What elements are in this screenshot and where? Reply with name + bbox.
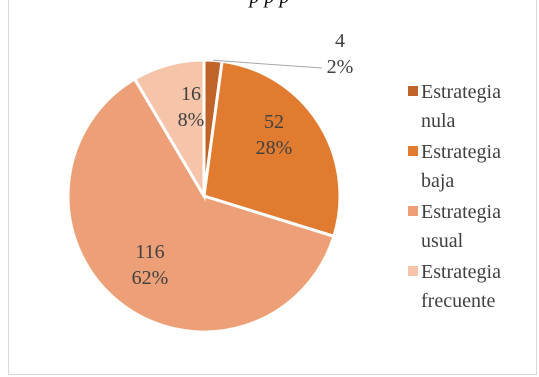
legend-swatch-frecuente — [408, 266, 418, 276]
chart-frame — [8, 0, 537, 375]
legend-label-nula: Estrategia nula — [421, 81, 501, 132]
slice-percent-label-frecuente: 8% — [178, 109, 205, 131]
slice-value-label-nula: 4 — [335, 30, 345, 52]
legend-item-frecuente: Estrategia frecuente — [408, 258, 531, 316]
leader-line-nula — [213, 59, 323, 69]
legend-label-frecuente: Estrategia frecuente — [421, 261, 501, 312]
legend: Estrategia nula Estrategia baja Estrateg… — [408, 78, 531, 318]
legend-swatch-usual — [408, 206, 418, 216]
legend-item-nula: Estrategia nula — [408, 78, 531, 136]
slice-percent-label-nula: 2% — [327, 56, 354, 78]
legend-item-baja: Estrategia baja — [408, 138, 531, 196]
slice-value-label-baja: 52 — [264, 111, 284, 133]
pie-slice-frecuente — [132, 58, 206, 202]
slice-percent-label-baja: 28% — [256, 137, 293, 159]
pie-slice-usual — [66, 76, 336, 334]
legend-item-usual: Estrategia usual — [408, 198, 531, 256]
slice-value-label-usual: 116 — [135, 241, 164, 263]
legend-label-baja: Estrategia baja — [421, 141, 501, 192]
legend-swatch-baja — [408, 146, 418, 156]
pie-slice-baja — [202, 59, 342, 239]
legend-label-usual: Estrategia usual — [421, 201, 501, 252]
slice-percent-label-usual: 62% — [132, 267, 169, 289]
chart-title: p p p — [0, 0, 539, 9]
legend-swatch-nula — [408, 86, 418, 96]
slice-value-label-frecuente: 16 — [181, 83, 201, 105]
